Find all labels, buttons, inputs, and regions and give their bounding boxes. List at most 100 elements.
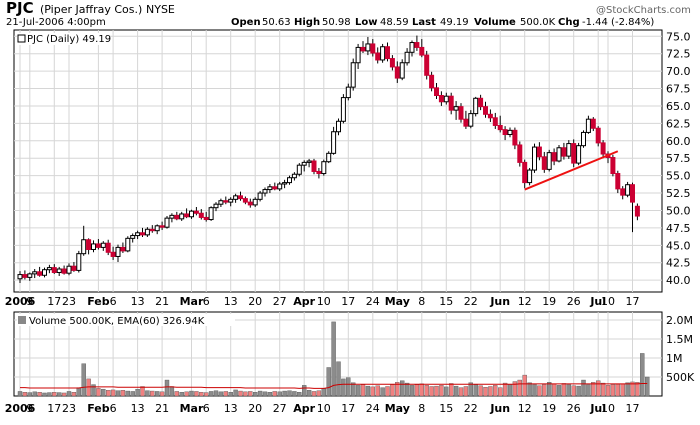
candle-body <box>370 43 376 54</box>
candle <box>590 117 596 132</box>
candle <box>492 112 498 129</box>
candle <box>110 246 116 260</box>
volume-bar <box>120 390 126 397</box>
candle-body <box>179 213 185 220</box>
candle-body <box>385 46 390 60</box>
candle-body <box>51 267 57 273</box>
volume-bar <box>52 392 57 397</box>
candle-body <box>149 228 155 232</box>
candle-body <box>585 118 591 133</box>
trend-line <box>524 150 619 191</box>
volume-bar <box>453 385 459 397</box>
volume-bar <box>458 387 464 397</box>
volume-label: Volume <box>474 17 516 28</box>
candle <box>37 266 43 277</box>
volume-bar <box>223 391 229 397</box>
volume-bar <box>507 384 513 397</box>
candle <box>193 206 199 216</box>
volume-bar <box>213 390 219 397</box>
candle <box>532 143 537 173</box>
candle-body <box>46 267 52 271</box>
date-label: 13 <box>224 295 238 308</box>
candle-body <box>497 124 503 131</box>
date-label: 15 <box>439 402 453 415</box>
volume-bar <box>419 383 424 397</box>
candle <box>355 43 361 70</box>
candle-body <box>100 242 106 248</box>
candle-body <box>301 161 307 166</box>
volume-bar <box>385 386 390 397</box>
date-label: Apr <box>293 295 315 308</box>
candle-body <box>375 52 381 61</box>
volume-bar <box>556 385 562 397</box>
low-label: Low <box>355 17 377 28</box>
candle-body <box>429 74 435 89</box>
date-label: Mar <box>180 402 204 415</box>
volume-bar <box>194 391 199 397</box>
candle-body <box>409 42 415 53</box>
date-label: Jul <box>589 295 606 308</box>
candle <box>218 198 224 207</box>
candle <box>517 141 523 167</box>
volume-bar <box>203 392 209 397</box>
volume-bar <box>302 385 307 397</box>
candle-body <box>198 212 204 218</box>
volume-bar <box>208 391 214 397</box>
company-name: (Piper Jaffray Cos.) <box>40 3 142 16</box>
date-label: Jul <box>589 402 606 415</box>
date-label: May <box>385 295 410 308</box>
candle <box>487 109 493 122</box>
volume-bar <box>610 384 616 397</box>
date-label: 6 <box>110 295 117 308</box>
candle <box>95 239 101 250</box>
volume-bar <box>282 390 287 397</box>
candle-body <box>242 198 248 203</box>
date-label: Apr <box>293 402 315 415</box>
candle <box>546 149 552 172</box>
candle-body <box>306 160 312 163</box>
candle <box>404 48 410 66</box>
candle-body <box>169 214 175 219</box>
volume-bar <box>169 386 175 397</box>
candle-body <box>17 274 23 280</box>
candle-body <box>630 184 635 203</box>
candle <box>566 140 572 159</box>
candle <box>51 264 57 274</box>
date-label: 15 <box>439 295 453 308</box>
candle-body <box>536 146 542 158</box>
volume-bar <box>473 384 478 397</box>
volume-bar <box>96 388 101 397</box>
volume-bar <box>400 380 405 397</box>
volume-ema-line <box>20 382 648 389</box>
candle <box>66 263 72 276</box>
candle <box>385 42 390 62</box>
candle <box>140 227 145 237</box>
volume-bar <box>493 385 498 397</box>
volume-bar <box>267 392 273 397</box>
candle <box>600 140 606 159</box>
candle <box>512 127 518 150</box>
candle <box>478 94 484 111</box>
candle-body <box>473 97 479 115</box>
date-label: 23 <box>62 295 76 308</box>
candle-body <box>252 198 258 206</box>
candle <box>100 241 106 251</box>
date-label: 8 <box>418 295 425 308</box>
volume-bar <box>110 389 116 397</box>
volume-bar <box>605 385 611 397</box>
volume-bar <box>297 392 302 397</box>
candle <box>551 148 557 166</box>
price-tick-label: 70.0 <box>666 65 691 78</box>
candle-body <box>22 274 28 278</box>
volume-bar <box>27 392 32 397</box>
volume-bar <box>640 353 645 397</box>
volume-bar <box>135 388 140 397</box>
price-legend: PJC (Daily) 49.19 <box>27 34 111 45</box>
date-label: 27 <box>273 402 287 415</box>
volume-bar <box>615 384 620 397</box>
candle-body <box>595 127 601 144</box>
volume-bar <box>635 382 640 397</box>
candle-body <box>135 232 141 237</box>
